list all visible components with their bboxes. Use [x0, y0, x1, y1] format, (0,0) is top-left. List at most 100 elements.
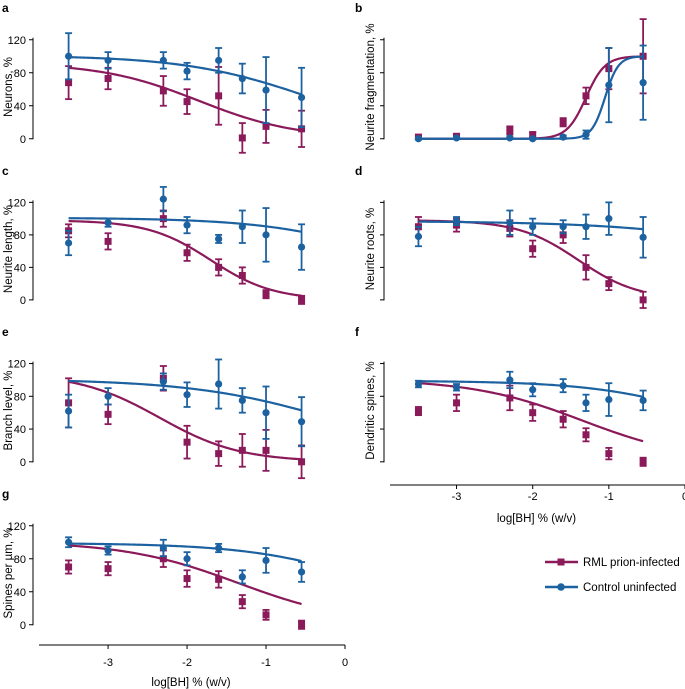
y-axis-title: Neurite length, %	[3, 205, 15, 293]
x-tick-label: -3	[103, 657, 113, 669]
data-point-ctrl	[559, 133, 567, 141]
data-point-rml	[262, 611, 270, 619]
y-axis-title: Neurite fragmentation, %	[365, 23, 377, 150]
x-tick-label: 0	[682, 491, 685, 503]
y-axis-title: Neurite roots, %	[365, 208, 377, 290]
data-point-rml	[559, 415, 567, 423]
fit-curve-ctrl	[68, 542, 302, 563]
legend-label-rml: RML prion-infected	[583, 557, 680, 569]
data-point-rml	[183, 575, 191, 583]
y-tick-label: 0	[20, 295, 26, 307]
legend: RML prion-infected Control uninfected	[545, 557, 680, 594]
data-point-ctrl	[582, 223, 590, 231]
y-tick-label: 80	[14, 391, 26, 403]
data-point-ctrl	[582, 131, 590, 139]
data-point-ctrl	[104, 56, 112, 64]
data-point-rml	[238, 598, 246, 606]
data-point-rml	[262, 290, 270, 298]
data-point-rml	[104, 565, 112, 573]
y-tick-label: 40	[14, 424, 26, 436]
data-point-rml	[262, 122, 270, 130]
legend-item-rml: RML prion-infected	[545, 557, 680, 569]
y-tick-label: 120	[8, 521, 26, 533]
data-point-ctrl	[104, 546, 112, 555]
data-point-ctrl	[414, 232, 423, 241]
data-point-ctrl	[506, 134, 514, 142]
data-point-rml	[183, 249, 191, 257]
data-point-ctrl	[639, 79, 647, 87]
legend-marker-rml	[557, 558, 565, 566]
y-tick-label: 40	[14, 101, 26, 113]
series-ctrl	[64, 32, 306, 129]
data-point-ctrl	[183, 555, 191, 563]
x-tick-label: -3	[452, 491, 462, 503]
y-tick-label: 80	[14, 554, 26, 566]
data-point-rml	[238, 134, 246, 142]
data-point-rml	[215, 263, 223, 271]
data-point-ctrl	[559, 223, 567, 231]
data-point-ctrl	[215, 380, 223, 388]
data-point-rml	[582, 431, 590, 439]
data-point-rml	[529, 245, 537, 253]
x-tick-label: 0	[342, 657, 348, 669]
y-tick-label: 0	[20, 457, 26, 469]
data-point-ctrl	[262, 409, 270, 417]
panel-letter-e: e	[2, 325, 9, 339]
x-tick-label: -2	[528, 491, 538, 503]
data-point-ctrl	[262, 556, 270, 565]
y-tick-label: 120	[8, 197, 26, 209]
data-point-rml	[639, 458, 647, 466]
data-point-rml	[298, 621, 306, 629]
data-point-ctrl	[452, 217, 461, 225]
panel-letter-d: d	[355, 164, 362, 178]
data-point-ctrl	[605, 215, 613, 223]
panel-letter-f: f	[355, 325, 360, 339]
panel-f: f Dendritic spines, % -3 -2 -1 0 log[BH] % (w/…	[355, 325, 685, 525]
data-point-rml	[506, 394, 514, 402]
data-point-ctrl	[414, 135, 423, 143]
data-point-ctrl	[639, 396, 647, 405]
panel-letter-g: g	[2, 487, 9, 501]
y-tick-label: 120	[8, 35, 26, 47]
data-point-rml	[238, 446, 246, 454]
data-point-ctrl	[238, 573, 246, 581]
legend-item-ctrl: Control uninfected	[545, 582, 676, 594]
series-ctrl	[64, 536, 306, 585]
panel-letter-a: a	[2, 1, 9, 15]
data-point-rml	[582, 263, 590, 271]
series-ctrl	[414, 44, 647, 143]
legend-marker-ctrl	[557, 583, 565, 591]
data-point-rml	[104, 75, 112, 83]
data-point-rml	[506, 127, 514, 134]
x-axis-title: log[BH] % (w/v)	[497, 513, 576, 525]
data-point-rml	[298, 458, 306, 466]
data-point-ctrl	[159, 544, 167, 552]
data-point-ctrl	[159, 377, 167, 386]
data-point-rml	[183, 438, 191, 446]
data-point-ctrl	[215, 56, 223, 64]
data-point-ctrl	[238, 74, 246, 83]
data-point-ctrl	[104, 392, 112, 400]
y-tick-label: 40	[14, 262, 26, 274]
y-tick-label: 0	[20, 134, 26, 146]
data-point-ctrl	[529, 386, 537, 394]
data-point-rml	[559, 118, 567, 126]
data-point-rml	[104, 410, 112, 418]
panel-d: d Neurite roots, %	[355, 164, 647, 309]
data-point-rml	[605, 450, 613, 458]
y-axis-title: Dendritic spines, %	[365, 361, 377, 459]
x-tick-label: -1	[261, 657, 271, 669]
series-rml	[414, 216, 647, 309]
data-point-ctrl	[529, 223, 537, 231]
data-point-ctrl	[506, 376, 514, 384]
data-point-rml	[559, 231, 567, 239]
data-point-ctrl	[452, 383, 461, 391]
data-point-ctrl	[605, 81, 613, 89]
y-tick-label: 80	[14, 230, 26, 242]
data-point-rml	[65, 563, 73, 571]
